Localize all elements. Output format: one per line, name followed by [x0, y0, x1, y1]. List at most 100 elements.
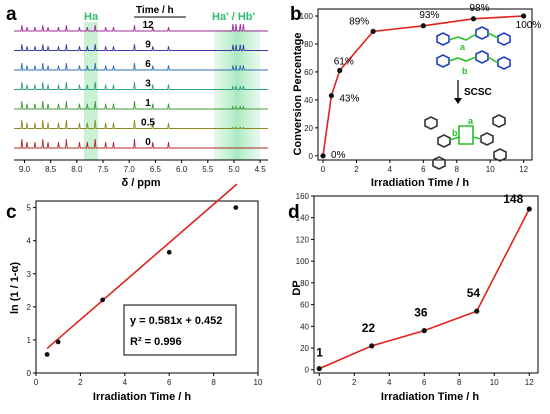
dp-point	[474, 308, 480, 314]
conversion-label: 89%	[349, 16, 369, 27]
kinetics-point	[233, 205, 239, 211]
conversion-label: 0%	[331, 150, 346, 161]
d-x-tick-label: 10	[490, 378, 499, 387]
spectra-traces	[14, 23, 268, 149]
x-tick-label-a: 7.0	[124, 165, 136, 174]
fit-equation: y = 0.581x + 0.452	[130, 315, 222, 327]
panel-letter-c: c	[6, 202, 17, 223]
c-y-tick-label: 4	[27, 237, 32, 246]
conversion-point	[470, 16, 477, 22]
dp-point	[369, 343, 375, 349]
d-x-tick-label: 12	[525, 378, 534, 387]
kinetics-point	[44, 352, 50, 357]
panel-letter-d: d	[288, 202, 300, 223]
x-tick-label-a: 9.0	[19, 165, 31, 174]
dp-point	[421, 328, 427, 334]
bond-label-a-bottom: a	[468, 116, 474, 126]
spectrum-time-label: 0	[145, 137, 151, 148]
b-y-tick-label: 20	[304, 124, 313, 133]
axes-b: 0 2 4 6 8 10 12 0 20 40 60 80 100	[300, 8, 533, 174]
axes-c: 0 2 4 6 8 10 0 1 2 3 4 5	[27, 200, 263, 387]
c-x-tick-label: 8	[211, 378, 216, 387]
panel-c: c 0 2 4 6 8 10 0 1 2 3 4 5 y = 0.581x + 0.452 R² = …	[6, 183, 263, 403]
dp-point	[526, 206, 532, 212]
d-axes-frame	[313, 195, 539, 374]
c-x-tick-label: 4	[123, 378, 128, 387]
y-axis-title-b: Conversion Percentage	[292, 33, 304, 156]
conversion-point	[420, 23, 426, 29]
x-axis-title-c: Irradiation Time / h	[93, 391, 191, 403]
monomer-structure: a b	[436, 26, 511, 76]
kinetics-point	[166, 249, 172, 255]
conversion-point	[328, 93, 334, 99]
series-d: 1 22 36 54 148	[316, 192, 532, 372]
d-y-tick-label: 40	[300, 322, 309, 331]
hab-annotation: Ha' / Hb'	[212, 11, 256, 23]
spectrum-time-label: 12	[142, 20, 154, 31]
dp-label: 54	[467, 286, 481, 300]
conversion-line	[322, 15, 524, 156]
spectrum-trace	[14, 101, 268, 110]
bond-label-b-top: b	[462, 66, 468, 76]
spectrum-trace	[14, 23, 268, 32]
c-y-tick-label: 0	[27, 369, 32, 378]
b-y-tick-label: 0	[309, 152, 314, 161]
b-x-tick-label: 12	[519, 165, 528, 174]
spectrum-trace	[14, 119, 268, 129]
conversion-point	[521, 13, 527, 19]
b-x-tick-label: 6	[421, 165, 426, 174]
x-axis-title-a: δ / ppm	[121, 177, 160, 189]
d-y-tick-label: 60	[300, 301, 309, 310]
d-y-tick-label: 120	[296, 235, 310, 244]
x-ticks-a: 9.0 8.5 8.0 7.5 7.0 6.5 6.0 5.5 5.0 4.5	[19, 160, 266, 174]
spectrum-time-label: 3	[145, 79, 151, 90]
ha-annotation: Ha	[84, 11, 99, 23]
conversion-label: 98%	[469, 3, 489, 14]
fit-equation-box	[123, 304, 237, 356]
b-x-tick-label: 8	[455, 165, 460, 174]
x-tick-label-a: 5.0	[228, 165, 240, 174]
polymer-structure: a b	[424, 114, 507, 170]
d-x-tick-label: 2	[352, 378, 357, 387]
spectrum-time-label: 0.5	[141, 118, 155, 129]
spectrum-trace	[14, 63, 268, 71]
spectrum-trace	[14, 82, 268, 90]
b-x-tick-label: 2	[354, 165, 359, 174]
b-x-tick-label: 10	[486, 165, 495, 174]
c-y-tick-label: 5	[27, 204, 32, 213]
x-tick-label-a: 8.5	[45, 165, 57, 174]
legend-title: Time / h	[136, 5, 174, 16]
ha-highlight-band	[84, 22, 98, 160]
series-b: 0% 43% 61% 89% 93% 98% 100%	[320, 3, 541, 161]
spectrum-trace	[14, 138, 268, 149]
b-y-tick-label: 40	[304, 96, 313, 105]
y-axis-title-d: DP	[291, 280, 303, 295]
x-tick-label-a: 5.5	[202, 165, 214, 174]
conversion-label: 61%	[334, 57, 354, 68]
b-x-tick-label: 4	[388, 165, 393, 174]
dp-label: 148	[503, 192, 523, 206]
panel-letter-b: b	[290, 4, 302, 25]
conversion-point	[320, 153, 326, 159]
c-axes-frame	[35, 200, 259, 374]
c-y-tick-label: 2	[27, 303, 32, 312]
x-tick-label-a: 8.0	[71, 165, 83, 174]
c-x-tick-label: 0	[34, 378, 39, 387]
c-y-tick-label: 3	[27, 270, 32, 279]
panel-b: b 0 2 4 6 8 10 12 0 20 40 60 80 100 0% 43% 61% 89% 93% 98…	[290, 3, 541, 189]
b-y-tick-label: 80	[304, 40, 313, 49]
d-y-tick-label: 100	[296, 257, 310, 266]
y-axis-title-c: ln (1 / 1-α)	[9, 262, 21, 314]
dp-point	[316, 366, 322, 372]
bond-label-a-top: a	[460, 42, 466, 52]
x-tick-label-a: 6.5	[150, 165, 162, 174]
dp-label: 1	[316, 346, 323, 360]
c-x-tick-label: 2	[78, 378, 83, 387]
conversion-point	[370, 28, 376, 34]
fit-line	[46, 183, 238, 350]
molecule-scheme: a b SCSC a b	[424, 26, 511, 170]
x-tick-label-a: 4.5	[255, 165, 267, 174]
scsc-label: SCSC	[464, 87, 492, 98]
